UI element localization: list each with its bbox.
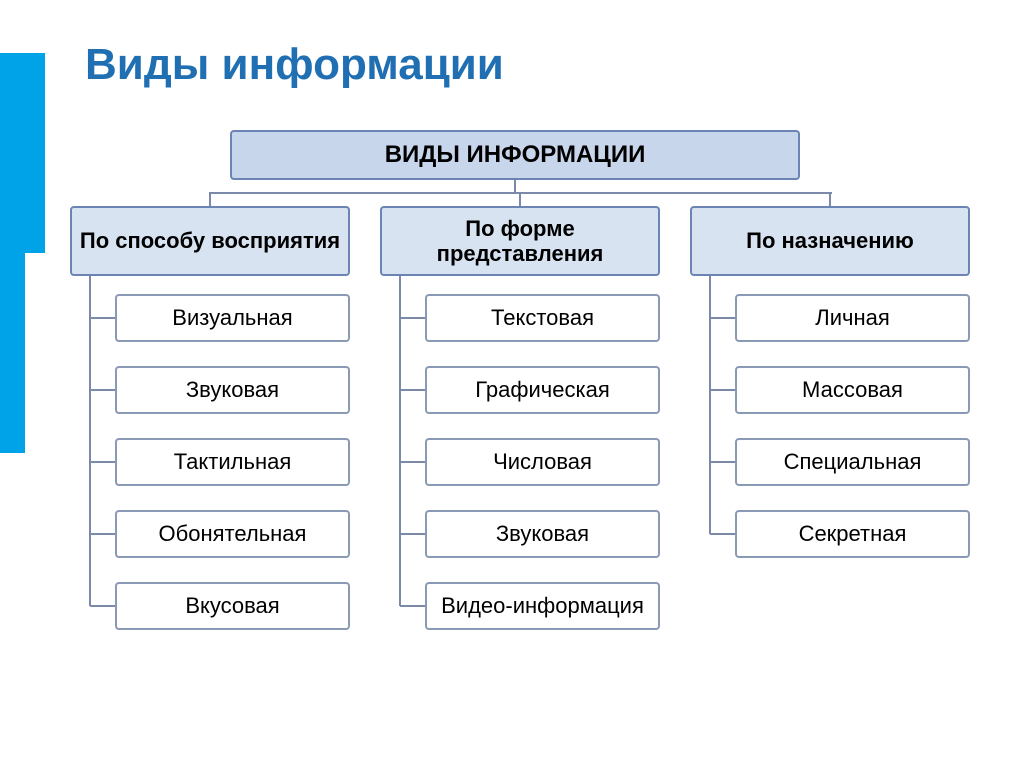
connector bbox=[710, 533, 735, 535]
leaf-node: Звуковая bbox=[425, 510, 660, 558]
leaf-node: Видео-информация bbox=[425, 582, 660, 630]
category-node: По способу восприятия bbox=[70, 206, 350, 276]
leaf-node: Тактильная bbox=[115, 438, 350, 486]
leaf-node: Вкусовая bbox=[115, 582, 350, 630]
connector bbox=[90, 317, 115, 319]
leaf-node: Обонятельная bbox=[115, 510, 350, 558]
connector bbox=[519, 192, 521, 206]
accent-bar-large bbox=[0, 53, 45, 253]
connector bbox=[90, 461, 115, 463]
connector bbox=[514, 180, 516, 192]
leaf-node: Секретная bbox=[735, 510, 970, 558]
connector bbox=[400, 389, 425, 391]
connector bbox=[399, 276, 401, 606]
leaf-node: Текстовая bbox=[425, 294, 660, 342]
leaf-node: Звуковая bbox=[115, 366, 350, 414]
connector bbox=[400, 533, 425, 535]
connector bbox=[400, 461, 425, 463]
connector bbox=[210, 192, 832, 194]
root-node: ВИДЫ ИНФОРМАЦИИ bbox=[230, 130, 800, 180]
connector bbox=[400, 317, 425, 319]
connector bbox=[209, 192, 211, 206]
slide: Виды информации ВИДЫ ИНФОРМАЦИИ По способ… bbox=[0, 0, 1024, 767]
leaf-node: Специальная bbox=[735, 438, 970, 486]
leaf-node: Массовая bbox=[735, 366, 970, 414]
connector bbox=[90, 605, 115, 607]
connector bbox=[400, 605, 425, 607]
hierarchy-diagram: ВИДЫ ИНФОРМАЦИИ По способу восприятия Визу… bbox=[60, 130, 980, 730]
leaf-node: Числовая bbox=[425, 438, 660, 486]
connector bbox=[710, 389, 735, 391]
category-node: По назначению bbox=[690, 206, 970, 276]
leaf-node: Графическая bbox=[425, 366, 660, 414]
leaf-node: Личная bbox=[735, 294, 970, 342]
connector bbox=[89, 276, 91, 606]
connector bbox=[829, 192, 831, 206]
page-title: Виды информации bbox=[85, 40, 504, 90]
connector bbox=[90, 389, 115, 391]
connector bbox=[90, 533, 115, 535]
category-node: По форме представления bbox=[380, 206, 660, 276]
leaf-node: Визуальная bbox=[115, 294, 350, 342]
accent-bar-small bbox=[0, 253, 25, 453]
connector bbox=[710, 461, 735, 463]
connector bbox=[710, 317, 735, 319]
connector bbox=[709, 276, 711, 534]
